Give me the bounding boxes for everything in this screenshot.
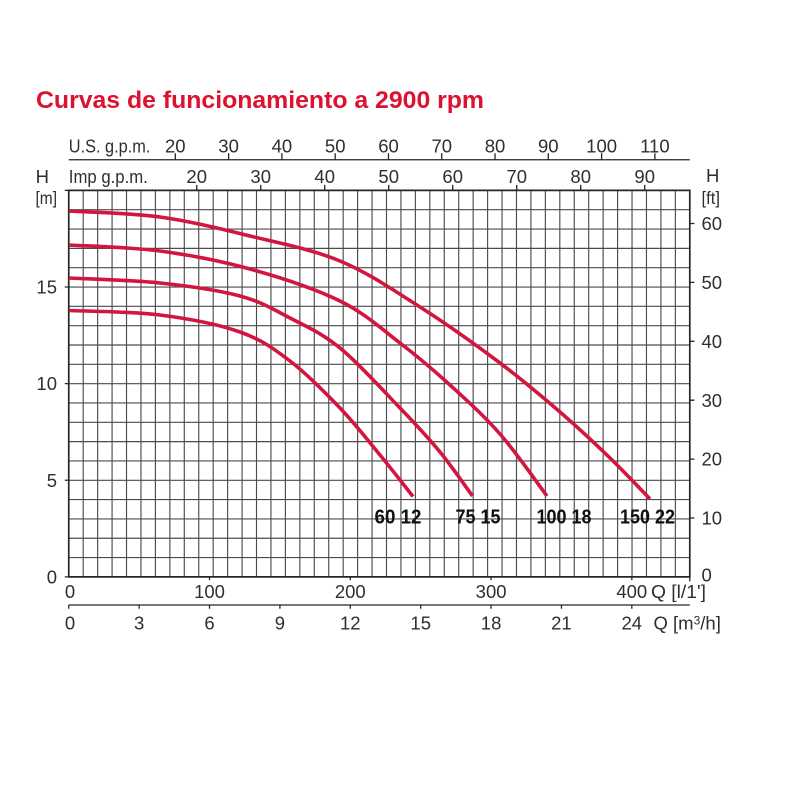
svg-text:15: 15 bbox=[410, 613, 431, 634]
svg-text:10: 10 bbox=[36, 373, 57, 394]
svg-text:Q [l/1']: Q [l/1'] bbox=[651, 581, 706, 602]
svg-text:90: 90 bbox=[538, 136, 559, 157]
svg-text:3: 3 bbox=[134, 613, 144, 634]
svg-text:80: 80 bbox=[570, 166, 591, 187]
svg-text:75 15: 75 15 bbox=[456, 507, 501, 529]
svg-text:400: 400 bbox=[616, 581, 647, 602]
svg-text:10: 10 bbox=[702, 508, 723, 529]
svg-text:300: 300 bbox=[476, 581, 507, 602]
svg-text:6: 6 bbox=[204, 613, 214, 634]
svg-text:20: 20 bbox=[186, 166, 207, 187]
svg-text:H: H bbox=[706, 165, 719, 186]
svg-text:9: 9 bbox=[275, 613, 285, 634]
svg-text:70: 70 bbox=[432, 136, 453, 157]
svg-text:60: 60 bbox=[378, 136, 399, 157]
svg-text:Q [m3/h]: Q [m3/h] bbox=[654, 613, 721, 634]
svg-text:0: 0 bbox=[702, 564, 712, 585]
svg-text:100: 100 bbox=[194, 581, 225, 602]
svg-text:30: 30 bbox=[218, 136, 239, 157]
svg-text:H: H bbox=[36, 166, 49, 187]
svg-text:110: 110 bbox=[640, 136, 670, 157]
svg-text:18: 18 bbox=[481, 613, 502, 634]
svg-text:20: 20 bbox=[702, 449, 723, 470]
svg-text:Imp g.p.m.: Imp g.p.m. bbox=[69, 166, 148, 187]
svg-text:12: 12 bbox=[340, 613, 361, 634]
svg-text:40: 40 bbox=[702, 331, 723, 352]
svg-text:20: 20 bbox=[165, 136, 186, 157]
svg-text:60 12: 60 12 bbox=[375, 507, 422, 529]
svg-text:0: 0 bbox=[65, 581, 75, 602]
svg-text:100: 100 bbox=[586, 136, 617, 157]
svg-text:Curvas de funcionamiento a 290: Curvas de funcionamiento a 2900 rpm bbox=[36, 87, 484, 114]
svg-text:150 22: 150 22 bbox=[620, 507, 675, 529]
svg-text:24: 24 bbox=[622, 613, 643, 634]
svg-text:U.S. g.p.m.: U.S. g.p.m. bbox=[69, 136, 151, 157]
svg-text:90: 90 bbox=[634, 166, 655, 187]
svg-text:15: 15 bbox=[36, 277, 57, 298]
svg-text:50: 50 bbox=[325, 136, 346, 157]
svg-text:40: 40 bbox=[272, 136, 293, 157]
svg-text:[m]: [m] bbox=[36, 188, 58, 208]
svg-text:70: 70 bbox=[506, 166, 527, 187]
svg-text:21: 21 bbox=[551, 613, 572, 634]
svg-text:30: 30 bbox=[250, 166, 271, 187]
svg-text:30: 30 bbox=[702, 390, 723, 411]
svg-text:40: 40 bbox=[314, 166, 335, 187]
svg-text:200: 200 bbox=[335, 581, 366, 602]
svg-text:100 18: 100 18 bbox=[537, 507, 592, 529]
svg-text:60: 60 bbox=[702, 213, 723, 234]
svg-text:5: 5 bbox=[47, 470, 57, 491]
svg-text:0: 0 bbox=[47, 567, 57, 588]
svg-text:60: 60 bbox=[442, 166, 463, 187]
svg-text:50: 50 bbox=[378, 166, 399, 187]
svg-text:50: 50 bbox=[702, 272, 723, 293]
svg-text:0: 0 bbox=[65, 613, 75, 634]
svg-text:80: 80 bbox=[485, 136, 506, 157]
svg-text:[ft]: [ft] bbox=[702, 188, 721, 208]
